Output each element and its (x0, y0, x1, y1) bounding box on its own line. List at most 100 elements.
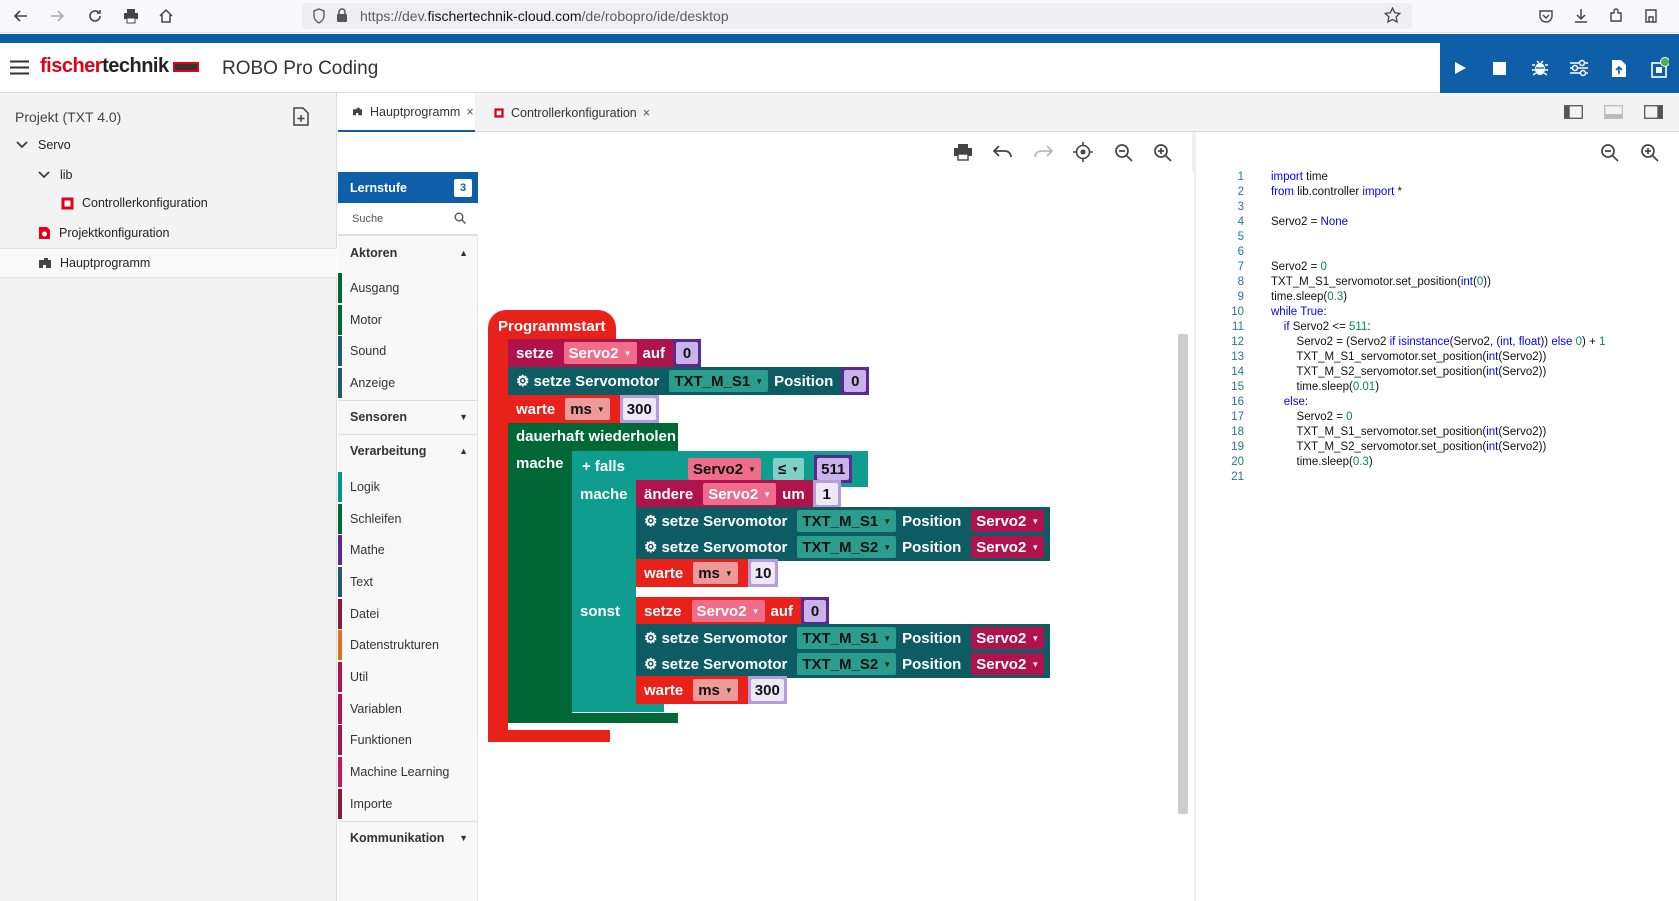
variable-getter[interactable]: Servo2 ▼ (971, 510, 1045, 532)
search-input[interactable]: Suche (352, 213, 384, 225)
tree-item-lib[interactable]: lib (0, 160, 337, 190)
url-text[interactable]: https://dev.fischertechnik-cloud.com/de/… (360, 8, 729, 24)
category-util[interactable]: Util (338, 660, 478, 694)
code-line[interactable]: 21 (1196, 471, 1679, 487)
wait-block[interactable]: warte ms ▼ 300 (508, 395, 659, 423)
lock-icon[interactable] (336, 8, 348, 23)
panel-bottom-icon[interactable] (1604, 105, 1623, 119)
set-servo-block[interactable]: ⚙ setze Servomotor TXT_M_S2 ▼ Position Servo2… (636, 533, 1051, 561)
center-icon[interactable] (1070, 139, 1096, 165)
set-servo-block[interactable]: ⚙ setze Servomotor TXT_M_S2 ▼ Position Servo2… (636, 650, 1051, 678)
unit-dropdown[interactable]: ms ▼ (693, 679, 738, 701)
close-icon[interactable]: × (466, 104, 474, 119)
category-header-kommunikation[interactable]: Kommunikation ▼ (338, 820, 478, 855)
variable-dropdown[interactable]: Servo2 ▼ (688, 458, 761, 480)
set-servo-block[interactable]: ⚙ setze Servomotor TXT_M_S1 ▼ Position 0 (508, 367, 870, 395)
panel-right-icon[interactable] (1644, 105, 1663, 119)
pocket-icon[interactable] (1535, 5, 1557, 27)
wait-block[interactable]: warte ms ▼ 300 (636, 676, 787, 704)
category-text[interactable]: Text (338, 565, 478, 599)
unit-dropdown[interactable]: ms ▼ (565, 398, 610, 420)
code-line[interactable]: 11 if Servo2 <= 511: (1196, 321, 1679, 337)
device-status-icon[interactable] (1639, 48, 1679, 88)
settings-sliders-icon[interactable] (1559, 48, 1599, 88)
variable-getter[interactable]: Servo2 ▼ (971, 536, 1045, 558)
number-field[interactable]: 300 (750, 679, 784, 701)
zoom-in-icon[interactable] (1636, 139, 1662, 165)
motor-dropdown[interactable]: TXT_M_S1 ▼ (669, 370, 769, 392)
panel-splitter[interactable] (1192, 132, 1196, 901)
variable-getter[interactable]: Servo2 ▼ (971, 653, 1045, 675)
tree-item-controllerkonfiguration[interactable]: Controllerkonfiguration (0, 188, 337, 218)
compare-block[interactable]: Servo2 ▼ ≤ ▼ 511 (674, 455, 853, 483)
code-line[interactable]: 14 TXT_M_S2_servomotor.set_position(int(… (1196, 366, 1679, 382)
code-line[interactable]: 5 (1196, 231, 1679, 247)
number-field[interactable]: 300 (622, 398, 656, 420)
code-line[interactable]: 7 Servo2 = 0 (1196, 261, 1679, 277)
variable-dropdown[interactable]: Servo2 ▼ (691, 600, 765, 622)
reload-icon[interactable] (84, 5, 106, 27)
menu-icon[interactable] (10, 60, 29, 75)
category-ausgang[interactable]: Ausgang (338, 271, 478, 305)
tab-controllerkonfiguration[interactable]: Controllerkonfiguration × (488, 93, 668, 132)
category-motor[interactable]: Motor (338, 303, 478, 337)
code-line[interactable]: 15 time.sleep(0.01) (1196, 381, 1679, 397)
category-datenstrukturen[interactable]: Datenstrukturen (338, 628, 478, 662)
variable-dropdown[interactable]: Servo2 ▼ (703, 483, 777, 505)
code-line[interactable]: 18 TXT_M_S1_servomotor.set_position(int(… (1196, 426, 1679, 442)
code-line[interactable]: 9 time.sleep(0.3) (1196, 291, 1679, 307)
code-line[interactable]: 20 time.sleep(0.3) (1196, 456, 1679, 472)
variable-getter[interactable]: Servo2 ▼ (971, 627, 1045, 649)
category-schleifen[interactable]: Schleifen (338, 502, 478, 536)
tab-hauptprogramm[interactable]: Hauptprogramm × (338, 93, 475, 132)
number-field[interactable]: 1 (815, 483, 838, 505)
upload-icon[interactable] (1599, 48, 1639, 88)
close-icon[interactable]: × (642, 105, 651, 120)
number-field[interactable]: 0 (804, 600, 826, 622)
motor-dropdown[interactable]: TXT_M_S2 ▼ (797, 653, 897, 675)
wait-block[interactable]: warte ms ▼ 10 (636, 559, 779, 587)
number-field[interactable]: 0 (676, 342, 698, 364)
code-line[interactable]: 19 TXT_M_S2_servomotor.set_position(int(… (1196, 441, 1679, 457)
category-variablen[interactable]: Variablen (338, 692, 478, 726)
set-servo-block[interactable]: ⚙ setze Servomotor TXT_M_S1 ▼ Position Servo2… (636, 507, 1051, 535)
set-servo-block[interactable]: ⚙ setze Servomotor TXT_M_S1 ▼ Position Servo2… (636, 624, 1051, 652)
code-line[interactable]: 3 (1196, 201, 1679, 217)
category-anzeige[interactable]: Anzeige (338, 366, 478, 400)
workspace-scrollbar[interactable] (1178, 334, 1188, 814)
code-line[interactable]: 8 TXT_M_S1_servomotor.set_position(int(0)… (1196, 276, 1679, 292)
tree-item-hauptprogramm[interactable]: Hauptprogramm (0, 248, 337, 278)
panel-left-icon[interactable] (1564, 105, 1583, 119)
motor-dropdown[interactable]: TXT_M_S2 ▼ (797, 536, 897, 558)
download-icon[interactable] (1570, 5, 1592, 27)
category-datei[interactable]: Datei (338, 597, 478, 631)
code-line[interactable]: 16 else: (1196, 396, 1679, 412)
tree-item-servo[interactable]: Servo (0, 130, 337, 160)
zoom-out-icon[interactable] (1596, 139, 1622, 165)
shield-icon[interactable] (312, 8, 326, 24)
category-sound[interactable]: Sound (338, 334, 478, 368)
operator-dropdown[interactable]: ≤ ▼ (772, 458, 805, 480)
motor-dropdown[interactable]: TXT_M_S1 ▼ (797, 627, 897, 649)
category-header-verarbeitung[interactable]: Verarbeitung ▲ (338, 433, 478, 468)
number-field[interactable]: 511 (817, 458, 850, 480)
zoom-out-icon[interactable] (1110, 139, 1136, 165)
variable-dropdown[interactable]: Servo2 ▼ (563, 342, 637, 364)
code-line[interactable]: 10 while True: (1196, 306, 1679, 322)
code-line[interactable]: 17 Servo2 = 0 (1196, 411, 1679, 427)
play-icon[interactable] (1440, 48, 1480, 88)
stop-icon[interactable] (1480, 48, 1520, 88)
blocks-workspace[interactable]: Programmstart setze Servo2 ▼ auf 0 ⚙ setze Serv… (478, 172, 1194, 901)
category-mathe[interactable]: Mathe (338, 533, 478, 567)
level-selector[interactable]: Lernstufe 3 (338, 172, 478, 203)
code-line[interactable]: 1 import time (1196, 171, 1679, 187)
category-header-aktoren[interactable]: Aktoren ▲ (338, 235, 478, 269)
print-icon[interactable] (950, 139, 976, 165)
category-importe[interactable]: Importe (338, 787, 478, 821)
category-machine-learning[interactable]: Machine Learning (338, 755, 478, 789)
number-field[interactable]: 0 (844, 370, 867, 392)
motor-dropdown[interactable]: TXT_M_S1 ▼ (797, 510, 897, 532)
redo-icon[interactable] (1030, 139, 1056, 165)
change-variable-block[interactable]: ändere Servo2 ▼ um 1 (636, 480, 841, 508)
toolbox-search[interactable]: Suche (338, 203, 478, 235)
